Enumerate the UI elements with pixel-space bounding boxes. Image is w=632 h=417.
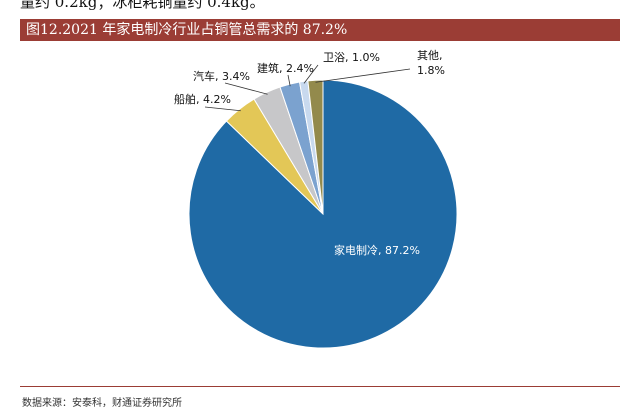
top-text: 量约 0.2kg；冰柜耗铜量约 0.4kg。 [20,0,265,11]
bottom-rule [20,386,620,387]
leader-lines [204,64,411,112]
label-construction: 建筑, 2.4% [257,61,314,75]
label-sanitary: 卫浴, 1.0% [323,51,380,64]
label-ship: 船舶, 4.2% [174,92,231,106]
leader-line-automobile [224,82,268,95]
leader-line-construction [287,74,291,87]
leader-line-sanitary [303,64,319,84]
leader-line-ship [204,106,241,112]
pie-slice-other [307,79,324,215]
label-other-line2: 1.8% [417,64,445,77]
label-automobile: 汽车, 3.4% [193,69,250,83]
figure-title: 图12.2021 年家电制冷行业占铜管总需求的 87.2% [20,19,620,41]
label-other-line1: 其他, [417,49,443,62]
pie-slices [188,79,458,349]
source-note: 数据来源：安泰科，财通证券研究所 [22,398,182,409]
leader-line-other [315,68,411,83]
label-appliance-refrigeration: 家电制冷, 87.2% [334,243,420,257]
